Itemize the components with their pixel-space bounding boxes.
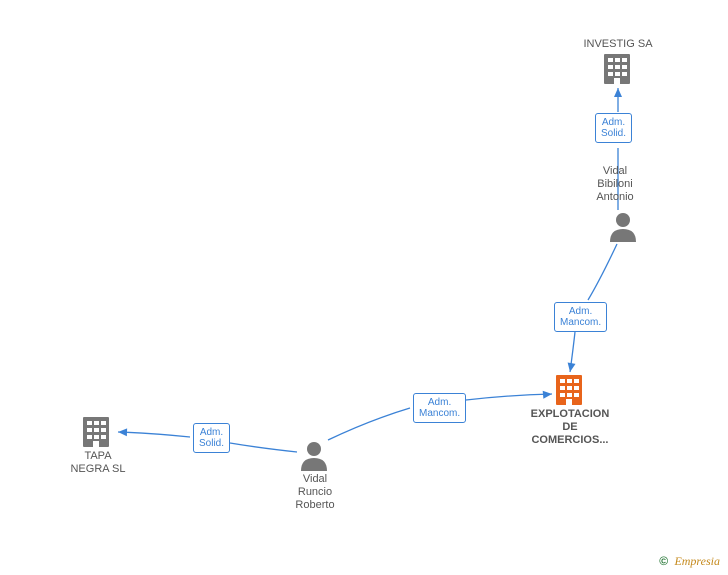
- node-label: Vidal Runcio Roberto: [280, 473, 350, 512]
- diagram-edges: [0, 0, 728, 575]
- node-tapa_negra[interactable]: TAPA NEGRA SL: [58, 450, 138, 476]
- edge-label: Adm. Mancom.: [413, 393, 466, 423]
- node-label: EXPLOTACION DE COMERCIOS...: [520, 408, 620, 447]
- edge-label: Adm. Solid.: [193, 423, 230, 453]
- node-investig[interactable]: INVESTIG SA: [578, 38, 658, 51]
- node-vidal_bibiloni[interactable]: Vidal Bibiloni Antonio: [580, 165, 650, 204]
- edge-label: Adm. Solid.: [595, 113, 632, 143]
- edge-arrowhead: [614, 88, 622, 97]
- brand-name: Empresia: [674, 554, 720, 568]
- person-icon: [301, 442, 327, 471]
- node-vidal_runcio[interactable]: Vidal Runcio Roberto: [280, 473, 350, 512]
- person-icon: [610, 213, 636, 242]
- edge-arrowhead: [118, 428, 127, 436]
- edge-arrowhead: [543, 390, 553, 399]
- footer-brand: © Empresia: [659, 554, 720, 569]
- node-label: Vidal Bibiloni Antonio: [580, 165, 650, 204]
- building-icon: [604, 54, 630, 84]
- copyright-symbol: ©: [659, 554, 668, 568]
- building-icon: [83, 417, 109, 447]
- building-icon: [556, 375, 582, 405]
- edge-arrowhead: [566, 362, 575, 372]
- edge-label: Adm. Mancom.: [554, 302, 607, 332]
- node-explotacion[interactable]: EXPLOTACION DE COMERCIOS...: [520, 408, 620, 447]
- node-label: TAPA NEGRA SL: [58, 450, 138, 476]
- node-label: INVESTIG SA: [578, 38, 658, 51]
